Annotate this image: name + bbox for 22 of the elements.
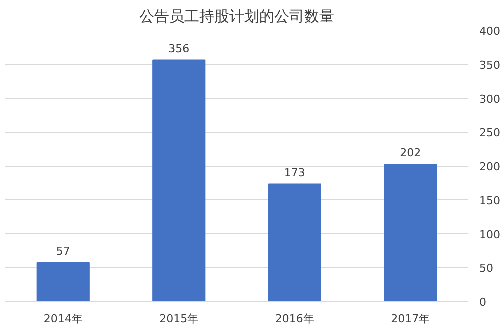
bar: [36, 262, 90, 302]
x-tick-label: 2016年: [275, 312, 314, 326]
y-tick-label: 0: [480, 296, 486, 309]
data-label: 356: [168, 42, 190, 56]
bar: [384, 164, 438, 302]
y-tick-label: 150: [480, 194, 500, 208]
bar: [268, 184, 322, 302]
y-tick-label: 400: [480, 25, 500, 38]
y-tick-label: 200: [480, 160, 500, 174]
y-tick-label: 50: [480, 262, 494, 276]
data-label: 202: [400, 146, 422, 160]
x-tick-label: 2017年: [391, 312, 430, 326]
data-label: 173: [284, 166, 306, 180]
bar: [152, 60, 206, 302]
y-tick-label: 100: [480, 228, 500, 242]
data-label: 57: [56, 244, 70, 258]
y-tick-label: 300: [480, 92, 500, 106]
x-tick-label: 2014年: [44, 312, 83, 326]
y-tick-label: 350: [480, 58, 500, 72]
chart-title: 公告员工持股计划的公司数量: [140, 8, 334, 26]
y-tick-label: 250: [480, 126, 500, 140]
x-tick-label: 2015年: [160, 312, 199, 326]
